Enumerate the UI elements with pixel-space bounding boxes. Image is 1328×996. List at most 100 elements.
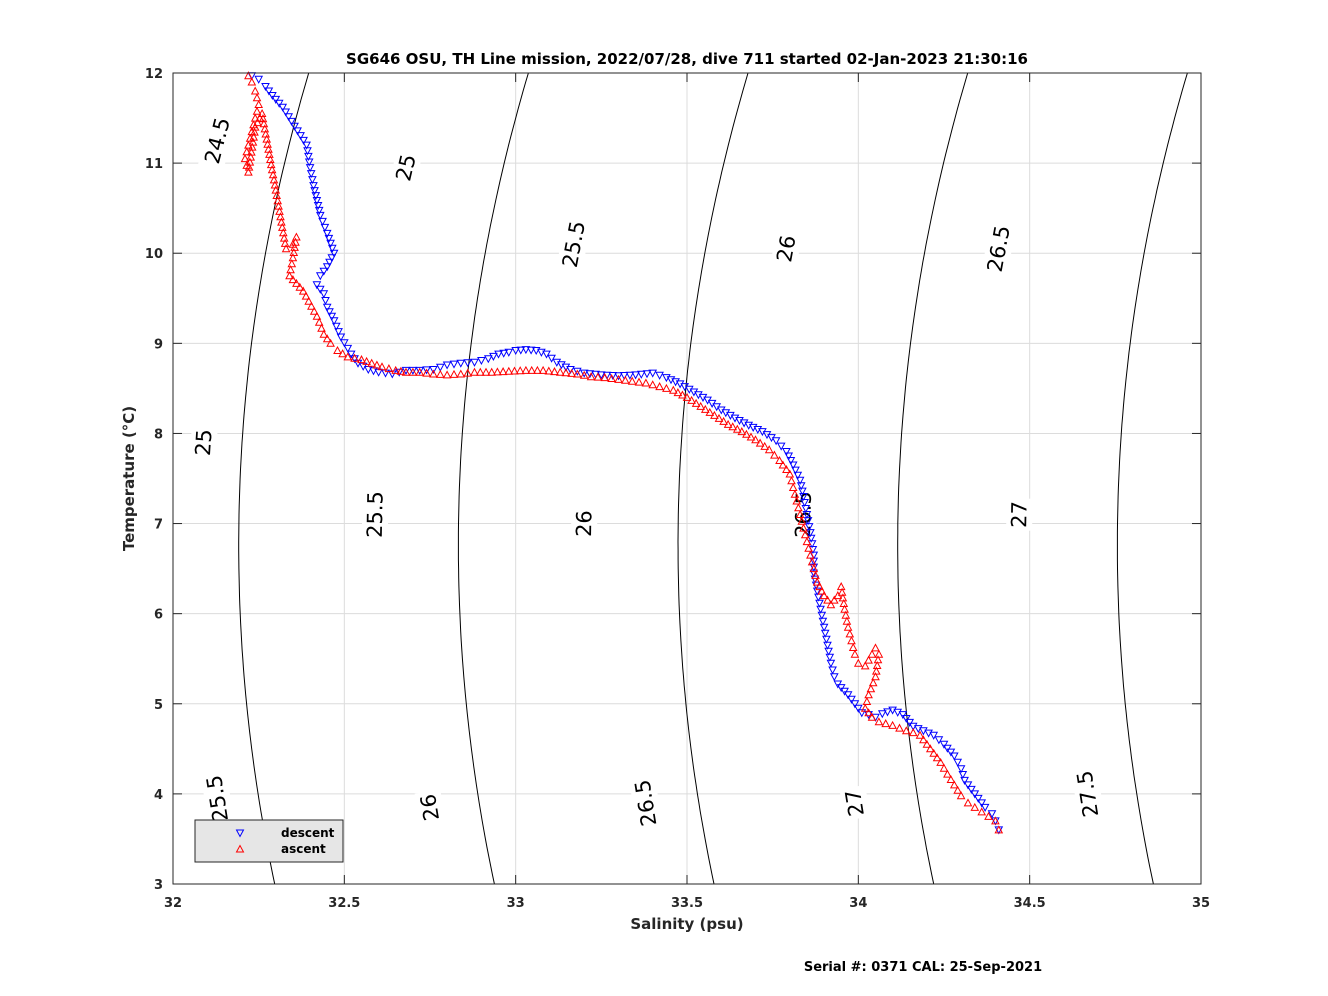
descent-point [329,249,339,258]
descent-point [970,790,980,799]
ascent-point [309,306,319,315]
legend-marker-descent [235,829,245,838]
ascent-point [867,712,877,721]
ascent-point [742,429,751,438]
ascent-point [963,798,973,807]
contour-label: 27 [1007,501,1032,528]
ascent-point [285,271,294,280]
contour-label-background [1070,764,1106,824]
ascent-point [848,642,858,651]
ascent-point [866,684,876,693]
descent-point [793,471,803,480]
descent-point [483,355,493,364]
y-tick-label: 8 [154,427,163,442]
ascent-point [314,317,324,326]
ascent-point [252,106,262,115]
descent-point [801,505,811,514]
ascent-point [301,291,311,300]
ascent-point [778,460,788,469]
ascent-point [895,723,904,732]
ascent-point [682,392,692,401]
descent-point [306,170,316,179]
descent-point [817,611,827,620]
contour-label-group: 27 [839,785,871,821]
descent-point [819,623,829,632]
ascent-point [728,422,738,431]
ascent-point [281,244,291,253]
ascent-point [925,744,935,753]
descent-point [596,371,606,380]
ascent-point [710,410,719,419]
ascent-point [288,275,298,284]
descent-point [315,211,325,220]
ascent-point [687,395,696,404]
contour-label-background [555,214,592,275]
descent-point [847,695,856,704]
ascent-point [242,147,252,156]
contour-label-group: 26.5 [628,773,664,833]
ascent-point [449,369,459,378]
contour-label-background [389,149,423,187]
ascent-point [435,369,445,378]
ascent-point [470,367,479,376]
descent-point [786,457,796,466]
ascent-point [586,372,596,381]
ascent-point [922,739,932,748]
descent-point [642,370,652,379]
ascent-point [298,286,308,295]
ascent-point [295,282,305,291]
y-tick-label: 3 [154,878,163,893]
ascent-point [936,757,945,766]
x-tick-label: 33.5 [671,896,703,911]
density-contour-line [897,73,969,884]
ascent-point [312,311,322,320]
ascent-point [240,154,250,163]
ascent-point [700,404,710,413]
contour-label: 25 [191,428,217,456]
descent-point [318,217,327,226]
ascent-point [614,374,623,383]
descent-point [299,136,308,145]
contour-label-background [200,768,235,829]
ascent-point [538,365,548,374]
ascent-point [871,643,880,652]
descent-point [449,360,459,369]
y-tick-label: 11 [145,157,163,172]
descent-point [946,748,956,757]
descent-point [791,466,800,475]
descent-point [327,244,337,253]
descent-point [929,731,939,740]
ascent-point [737,427,747,436]
ascent-point [977,807,987,816]
ascent-point [252,93,262,102]
contour-label: 26 [772,233,800,264]
ascent-point [254,99,264,108]
descent-point [313,202,323,211]
ascent-point [994,825,1004,834]
ascent-point [787,476,796,485]
ascent-point [456,369,466,378]
descent-point [343,344,353,353]
descent-point [309,182,318,191]
contour-label-group: 25.5 [200,768,235,829]
descent-point [321,297,330,306]
contour-label-group: 25 [189,425,218,460]
contour-label-background [1006,498,1033,531]
descent-point [287,117,296,126]
descent-point [320,223,330,232]
ascent-point [607,373,616,382]
descent-point [953,758,963,767]
contour-label-background [361,486,389,543]
descent-point [470,358,479,367]
ascent-point [250,113,260,122]
ascent-point [527,365,537,374]
descent-point [429,366,438,375]
ascent-point [800,530,810,539]
ascent-point [248,137,258,146]
ascent-point [544,366,554,375]
descent-point [977,799,987,808]
contour-label-background [628,773,664,833]
ascent-point [867,649,877,658]
ascent-point [561,368,571,377]
descent-point [802,511,812,520]
